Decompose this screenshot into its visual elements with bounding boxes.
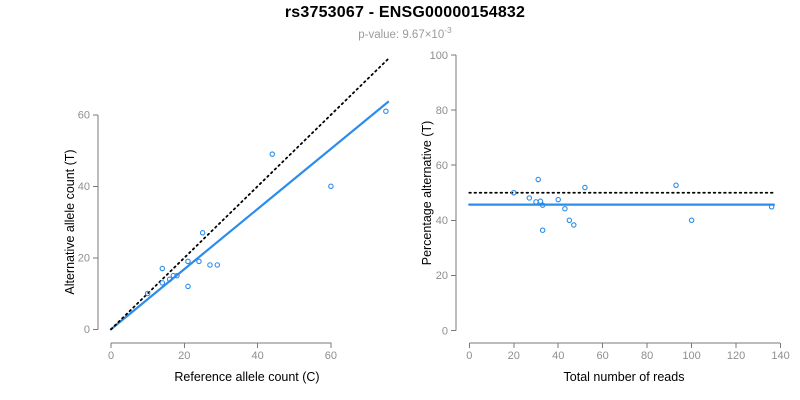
x-tick-label: 0 (108, 350, 114, 362)
data-point (533, 199, 539, 205)
y-axis-label: Alternative allele count (T) (63, 149, 77, 294)
x-axis-label: Reference allele count (C) (174, 370, 319, 384)
y-tick-label: 60 (78, 110, 90, 122)
data-point (688, 217, 695, 224)
x-tick-label: 40 (251, 350, 263, 362)
data-point (166, 276, 173, 282)
data-point (768, 204, 775, 210)
y-tick-label: 40 (436, 215, 448, 227)
data-point (562, 205, 568, 212)
x-tick-label: 100 (682, 350, 700, 362)
y-tick-label: 100 (430, 50, 448, 62)
y-tick-label: 60 (436, 160, 448, 172)
data-point (207, 262, 213, 268)
data-point (196, 258, 202, 265)
regression-line (109, 100, 390, 331)
data-point (383, 108, 389, 114)
plot-subtitle: p-value: 9.67×10-3 (10, 25, 800, 41)
x-tick-label: 40 (552, 350, 564, 362)
x-tick-label: 20 (508, 350, 520, 362)
y-axis-label: Percentage alternative (T) (420, 121, 434, 266)
data-point (511, 190, 517, 196)
x-tick-label: 20 (178, 350, 190, 362)
pvalue-text: p-value: 9.67×10 (358, 28, 445, 41)
data-point (571, 222, 577, 228)
data-point (174, 272, 180, 279)
data-point (185, 283, 191, 290)
y-tick-label: 40 (78, 181, 90, 193)
data-point (199, 230, 206, 236)
y-tick-label: 0 (84, 324, 90, 336)
data-point (185, 258, 191, 265)
y-tick-label: 0 (442, 325, 448, 337)
data-point (539, 227, 546, 233)
data-point (535, 176, 541, 183)
pvalue-exponent: -3 (444, 25, 452, 35)
x-tick-label: 140 (771, 350, 789, 362)
y-tick-label: 20 (436, 270, 448, 282)
data-point (214, 262, 221, 268)
data-point (159, 265, 166, 272)
y-tick-label: 80 (436, 105, 448, 117)
data-point (537, 198, 544, 205)
data-point (144, 290, 151, 297)
x-tick-label: 60 (325, 350, 337, 362)
x-tick-label: 120 (727, 350, 745, 362)
data-point (566, 217, 573, 224)
plot-title: rs3753067 - ENSG00000154832 (284, 4, 526, 21)
data-point (159, 280, 166, 286)
x-axis-label: Total number of reads (564, 370, 685, 384)
x-tick-label: 0 (466, 350, 472, 362)
x-tick-label: 80 (641, 350, 653, 362)
data-point (328, 183, 334, 190)
data-point (582, 184, 588, 191)
panel-allele-counts: 0 20 40 60 0 20 40 60 Reference allele count (C)… (63, 56, 391, 384)
data-point (539, 202, 546, 208)
identity-line (110, 56, 391, 331)
x-tick-label: 60 (597, 350, 609, 362)
y-tick-label: 20 (78, 253, 90, 265)
data-point (555, 196, 561, 203)
panel-percentage-vs-coverage: 0 20 40 60 80 100 120 140 0 20 40 60 80 100 Total numb… (420, 50, 790, 384)
data-point (673, 182, 679, 189)
data-point (526, 195, 533, 201)
data-point (170, 272, 177, 279)
data-point (269, 151, 276, 157)
